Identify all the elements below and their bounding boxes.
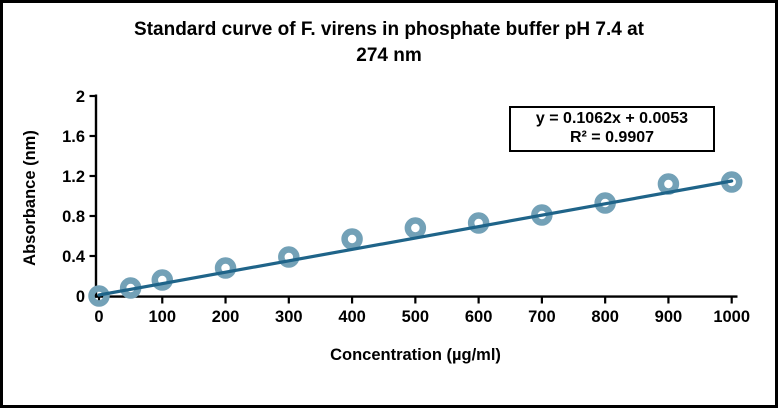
x-tick-label: 0 bbox=[94, 308, 103, 326]
chart-title-line1: Standard curve of F. virens in phosphate… bbox=[134, 19, 644, 40]
equation-box: y = 0.1062x + 0.0053 R² = 0.9907 bbox=[509, 106, 715, 152]
y-tick-label: 0 bbox=[76, 288, 85, 306]
y-tick-label: 1.2 bbox=[62, 168, 85, 186]
y-tick-label: 0.4 bbox=[62, 248, 86, 266]
chart-title-line2: 274 nm bbox=[356, 45, 422, 66]
data-point-marker bbox=[88, 285, 110, 307]
x-tick-label: 700 bbox=[528, 308, 556, 326]
data-point-marker bbox=[341, 228, 363, 250]
r-squared-value: R² = 0.9907 bbox=[569, 129, 655, 146]
x-tick-label: 400 bbox=[338, 308, 366, 326]
y-tick-label: 2 bbox=[76, 88, 85, 106]
data-point-marker bbox=[214, 257, 237, 279]
data-point-marker bbox=[467, 212, 490, 234]
data-point-marker bbox=[657, 173, 680, 195]
x-tick-label: 800 bbox=[591, 308, 619, 326]
trendline-equation: y = 0.1062x + 0.0053 bbox=[535, 110, 689, 127]
x-tick-label: 900 bbox=[655, 308, 683, 326]
x-tick-label: 600 bbox=[465, 308, 493, 326]
x-tick-label: 300 bbox=[275, 308, 303, 326]
data-point-marker bbox=[151, 269, 174, 291]
x-axis-title: Concentration (µg/ml) bbox=[330, 346, 501, 364]
data-point-marker bbox=[278, 246, 300, 268]
trendline bbox=[97, 179, 734, 297]
data-point-marker bbox=[404, 217, 427, 239]
y-tick-label: 1.6 bbox=[62, 128, 85, 146]
y-tick-label: 0.8 bbox=[62, 208, 85, 226]
x-tick-label: 1000 bbox=[713, 308, 750, 326]
chart-title: Standard curve of F. virens in phosphate… bbox=[10, 17, 768, 69]
x-tick-label: 200 bbox=[212, 308, 240, 326]
x-tick-label: 100 bbox=[149, 308, 177, 326]
x-tick-label: 500 bbox=[402, 308, 430, 326]
